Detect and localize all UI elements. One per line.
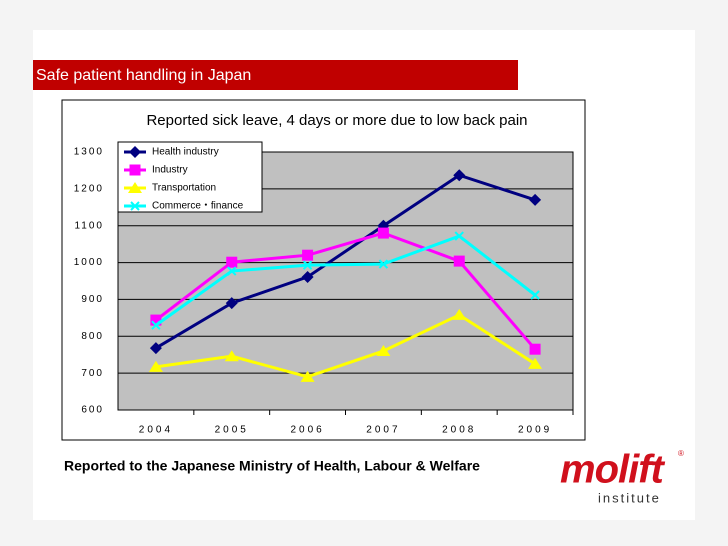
x-tick-label: 2008 <box>442 425 476 436</box>
marker <box>129 164 141 176</box>
y-tick-label: 1300 <box>74 147 104 158</box>
legend-box <box>117 141 263 213</box>
marker <box>300 370 315 382</box>
logo-name: molift <box>560 448 666 492</box>
y-tick-label: 1200 <box>74 183 104 194</box>
header-bar <box>33 60 518 90</box>
marker <box>130 201 140 211</box>
marker <box>301 270 314 283</box>
marker <box>128 182 142 193</box>
marker <box>149 342 162 355</box>
marker <box>453 255 465 267</box>
marker <box>227 266 237 276</box>
y-tick-label: 700 <box>81 368 104 379</box>
marker <box>529 193 542 206</box>
series-line <box>155 231 537 351</box>
marker <box>150 314 162 326</box>
y-tick-label: 800 <box>81 331 104 342</box>
marker <box>225 297 238 310</box>
legend-label: Commerce・finance <box>152 201 244 212</box>
x-tick-label: 2006 <box>290 425 324 436</box>
logo-subtitle: institute <box>598 490 661 505</box>
marker <box>226 256 238 268</box>
marker <box>302 260 313 270</box>
y-tick-label: 1000 <box>74 257 104 268</box>
marker <box>452 308 467 320</box>
marker <box>377 227 389 239</box>
x-tick-label: 2005 <box>215 425 249 436</box>
chart-title: Reported sick leave, 4 days or more due … <box>146 112 527 129</box>
x-tick-label: 2007 <box>366 425 400 436</box>
marker <box>378 259 389 269</box>
legend-label: Industry <box>152 165 188 176</box>
marker <box>224 350 239 362</box>
y-tick-label: 900 <box>81 294 104 305</box>
header-title: Safe patient handling in Japan <box>36 67 251 84</box>
logo-mark: ® <box>678 449 684 458</box>
marker <box>148 360 163 372</box>
marker <box>528 357 543 369</box>
series-line <box>155 173 536 350</box>
series-line <box>155 234 537 327</box>
marker <box>129 146 141 158</box>
marker <box>376 345 391 357</box>
y-tick-label: 1100 <box>74 220 104 231</box>
marker <box>530 290 540 300</box>
marker <box>453 169 466 182</box>
legend-label: Health industry <box>152 147 219 158</box>
footer-source: Reported to the Japanese Ministry of Hea… <box>64 458 480 474</box>
x-tick-label: 2009 <box>518 425 552 436</box>
legend-label: Transportation <box>152 183 216 194</box>
x-tick-label: 2004 <box>139 425 173 436</box>
marker <box>454 231 464 241</box>
y-tick-label: 600 <box>81 405 104 416</box>
marker <box>151 320 161 330</box>
marker <box>529 343 541 355</box>
series-line <box>155 313 536 379</box>
marker <box>302 249 314 261</box>
